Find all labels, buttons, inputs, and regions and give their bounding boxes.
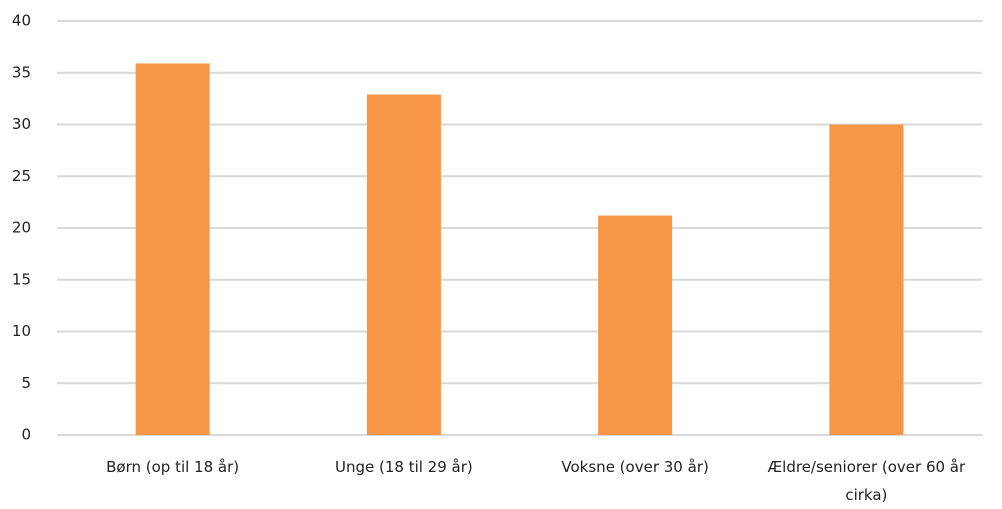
bar [135,63,210,436]
y-tick-label: 40 [12,12,31,30]
y-tick-label: 10 [12,322,31,340]
y-tick-label: 35 [12,63,31,81]
y-tick-label: 5 [21,374,31,392]
y-tick-label: 15 [12,270,31,288]
y-tick-label: 0 [21,426,31,444]
bar [598,215,673,435]
x-tick-label: Unge (18 til 29 år) [334,458,473,476]
x-tick-label: Ældre/seniorer (over 60 år cirka) [767,458,966,504]
x-tick-label: Børn (op til 18 år) [106,458,240,476]
y-tick-label: 20 [12,219,31,237]
bar [829,124,904,435]
y-tick-label: 25 [12,167,31,185]
bar [366,94,441,436]
x-tick-label: Voksne (over 30 år) [561,458,709,476]
y-tick-label: 30 [12,115,31,133]
